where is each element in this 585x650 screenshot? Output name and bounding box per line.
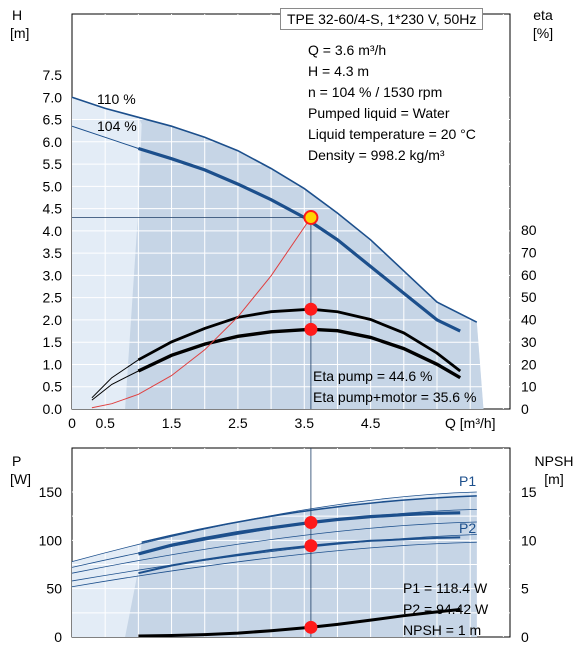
p2-line: P2 = 94.42 W: [403, 601, 489, 617]
npsh-axis-label: NPSH: [535, 453, 574, 469]
q-tick-label: 4.5: [361, 415, 381, 431]
p-tick-label: 50: [46, 581, 62, 597]
p-tick-label: 100: [39, 532, 63, 548]
eta-pump-line: Eta pump = 44.6 %: [313, 368, 433, 384]
p-tick-label: 0: [54, 629, 62, 645]
h-axis-unit: [m]: [10, 25, 29, 41]
eta-motor-line: Eta pump+motor = 35.6 %: [313, 389, 477, 405]
curve-104-percent-thin: [71, 125, 139, 149]
power-operating-region: [125, 495, 477, 637]
q-tick-label: 2.5: [228, 415, 248, 431]
p-axis-unit: [W]: [10, 471, 31, 487]
eta-tick-label: 30: [521, 334, 537, 350]
info-line: H = 4.3 m: [308, 63, 370, 79]
npsh-axis-unit: [m]: [544, 471, 563, 487]
npsh-point: [304, 620, 318, 634]
p1-max-curve: [141, 495, 477, 544]
h-tick-label: 7.0: [43, 89, 63, 105]
npsh-tick-label: 5: [521, 581, 529, 597]
operating-point-marker: [303, 210, 319, 226]
eta-tick-label: 40: [521, 312, 537, 328]
eta-tick-label: 10: [521, 379, 537, 395]
eta-tick-label: 70: [521, 244, 537, 260]
npsh-tick-label: 0: [521, 629, 529, 645]
q-tick-label: 0.5: [95, 415, 115, 431]
npsh-line: NPSH = 1 m: [403, 622, 482, 638]
q-tick-label: 3.5: [295, 415, 315, 431]
h-tick-label: 3.5: [43, 245, 63, 261]
eta-motor-point: [304, 322, 318, 336]
p-tick-label: 150: [39, 484, 63, 500]
q-tick-label: 1.5: [162, 415, 182, 431]
info-line: Pumped liquid = Water: [308, 105, 450, 121]
h-tick-label: 2.0: [43, 312, 63, 328]
system-curve: [91, 217, 312, 409]
power-envelope-line: [71, 541, 477, 588]
eta-axis-label: eta: [533, 7, 553, 23]
h-axis-label: H: [12, 7, 22, 23]
h-tick-label: 2.5: [43, 290, 63, 306]
h-tick-label: 5.5: [43, 156, 63, 172]
eta-tick-label: 80: [521, 222, 537, 238]
power-envelope-line: [71, 534, 477, 582]
info-line: n = 104 % / 1530 rpm: [308, 84, 443, 100]
power-envelope-line: [71, 521, 477, 574]
h-tick-label: 5.0: [43, 178, 63, 194]
h-tick-label: 1.0: [43, 356, 63, 372]
p2-curve-label: P2: [459, 520, 476, 536]
h-tick-label: 6.0: [43, 134, 63, 150]
efficiency-info: Eta pump = 44.6 % Eta pump+motor = 35.6 …: [313, 366, 476, 408]
h-tick-label: 3.0: [43, 267, 63, 283]
info-line: Liquid temperature = 20 °C: [308, 126, 476, 142]
p1-point: [304, 516, 318, 530]
eta-tick-label: 0: [521, 401, 529, 417]
h-tick-label: 4.0: [43, 223, 63, 239]
h-tick-label: 0.0: [43, 401, 63, 417]
q-tick-label: 0: [68, 415, 76, 431]
p-axis-label: P: [12, 453, 21, 469]
operating-info: Q = 3.6 m³/h H = 4.3 m n = 104 % / 1530 …: [308, 40, 476, 166]
npsh-tick-label: 15: [521, 484, 537, 500]
q-axis-label: Q [m³/h]: [445, 415, 496, 431]
info-line: Density = 998.2 kg/m³: [308, 147, 445, 163]
eta-pump-point: [304, 302, 318, 316]
p1-line: P1 = 118.4 W: [403, 580, 488, 596]
h-tick-label: 1.5: [43, 334, 63, 350]
p2-point: [304, 539, 318, 553]
h-tick-label: 7.5: [43, 67, 63, 83]
info-line: Q = 3.6 m³/h: [308, 42, 387, 58]
power-envelope-line: [71, 491, 477, 562]
curve-110-percent: [71, 96, 478, 323]
eta-tick-label: 60: [521, 267, 537, 283]
h-tick-label: 0.5: [43, 379, 63, 395]
eta-axis-unit: [%]: [533, 25, 553, 41]
curve-label-104: 104 %: [97, 118, 137, 134]
h-tick-label: 4.5: [43, 201, 63, 217]
chart-title: TPE 32-60/4-S, 1*230 V, 50Hz: [280, 8, 484, 30]
npsh-tick-label: 10: [521, 532, 537, 548]
power-info: P1 = 118.4 W P2 = 94.42 W NPSH = 1 m: [403, 578, 488, 641]
eta-tick-label: 50: [521, 289, 537, 305]
curve-label-110: 110 %: [97, 91, 136, 107]
eta-tick-label: 20: [521, 356, 537, 372]
p1-curve-label: P1: [459, 473, 476, 489]
h-tick-label: 6.5: [43, 112, 63, 128]
